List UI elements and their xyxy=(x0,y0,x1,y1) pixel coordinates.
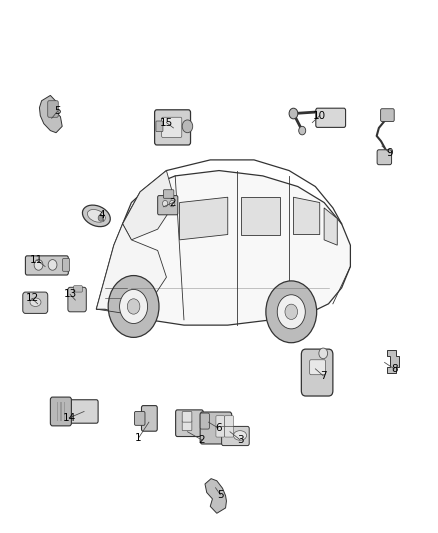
FancyBboxPatch shape xyxy=(182,420,192,431)
Text: 2: 2 xyxy=(198,435,205,445)
Polygon shape xyxy=(96,171,350,325)
Circle shape xyxy=(289,108,298,119)
Text: 11: 11 xyxy=(30,255,43,265)
FancyBboxPatch shape xyxy=(200,412,232,444)
Polygon shape xyxy=(324,208,337,245)
FancyBboxPatch shape xyxy=(66,400,98,423)
Polygon shape xyxy=(387,350,399,373)
Circle shape xyxy=(34,260,43,270)
Circle shape xyxy=(277,295,305,329)
Circle shape xyxy=(162,200,168,207)
Text: 1: 1 xyxy=(135,433,142,443)
Ellipse shape xyxy=(30,298,41,306)
FancyBboxPatch shape xyxy=(377,150,392,165)
FancyBboxPatch shape xyxy=(200,413,209,429)
Polygon shape xyxy=(293,197,320,235)
Circle shape xyxy=(299,126,306,135)
Ellipse shape xyxy=(88,209,105,222)
FancyBboxPatch shape xyxy=(57,402,58,421)
Text: 5: 5 xyxy=(217,490,224,499)
Text: 2: 2 xyxy=(170,198,177,207)
Text: 9: 9 xyxy=(386,148,393,158)
Circle shape xyxy=(182,120,193,133)
FancyBboxPatch shape xyxy=(74,286,82,292)
Circle shape xyxy=(98,215,103,221)
FancyBboxPatch shape xyxy=(25,256,68,275)
FancyBboxPatch shape xyxy=(176,410,203,437)
FancyBboxPatch shape xyxy=(156,121,163,132)
Circle shape xyxy=(120,289,148,324)
Ellipse shape xyxy=(233,431,247,440)
FancyBboxPatch shape xyxy=(163,190,174,198)
FancyBboxPatch shape xyxy=(64,402,65,421)
FancyBboxPatch shape xyxy=(48,101,58,117)
Circle shape xyxy=(266,281,317,343)
Text: 8: 8 xyxy=(391,364,398,374)
FancyBboxPatch shape xyxy=(50,397,71,426)
Circle shape xyxy=(170,200,175,207)
Text: 4: 4 xyxy=(98,210,105,220)
FancyBboxPatch shape xyxy=(158,196,178,215)
Ellipse shape xyxy=(82,205,110,227)
Circle shape xyxy=(127,299,140,314)
Text: 10: 10 xyxy=(313,111,326,120)
FancyBboxPatch shape xyxy=(225,426,233,437)
Polygon shape xyxy=(96,224,166,314)
Polygon shape xyxy=(205,479,226,513)
FancyBboxPatch shape xyxy=(381,109,394,122)
Text: 13: 13 xyxy=(64,289,77,299)
Text: 15: 15 xyxy=(160,118,173,127)
FancyBboxPatch shape xyxy=(155,110,191,145)
Text: 12: 12 xyxy=(25,294,39,303)
FancyBboxPatch shape xyxy=(222,426,249,446)
FancyBboxPatch shape xyxy=(225,416,233,426)
FancyBboxPatch shape xyxy=(301,349,333,396)
Polygon shape xyxy=(39,95,62,133)
FancyBboxPatch shape xyxy=(134,411,145,425)
FancyBboxPatch shape xyxy=(310,360,325,375)
FancyBboxPatch shape xyxy=(182,411,192,422)
Text: 5: 5 xyxy=(54,106,61,116)
FancyBboxPatch shape xyxy=(162,117,182,138)
FancyBboxPatch shape xyxy=(68,287,86,312)
Polygon shape xyxy=(241,197,280,235)
FancyBboxPatch shape xyxy=(316,108,346,127)
Polygon shape xyxy=(180,197,228,240)
Text: 6: 6 xyxy=(215,423,222,433)
FancyBboxPatch shape xyxy=(216,416,225,426)
Circle shape xyxy=(319,348,328,359)
FancyBboxPatch shape xyxy=(63,259,70,271)
Text: 3: 3 xyxy=(237,435,244,445)
FancyBboxPatch shape xyxy=(216,426,225,437)
Circle shape xyxy=(285,304,297,319)
FancyBboxPatch shape xyxy=(141,406,157,431)
FancyBboxPatch shape xyxy=(23,292,48,313)
Text: 14: 14 xyxy=(63,413,76,423)
Text: 7: 7 xyxy=(320,371,327,381)
Polygon shape xyxy=(123,171,175,240)
Circle shape xyxy=(108,276,159,337)
FancyBboxPatch shape xyxy=(60,402,62,421)
Circle shape xyxy=(48,260,57,270)
